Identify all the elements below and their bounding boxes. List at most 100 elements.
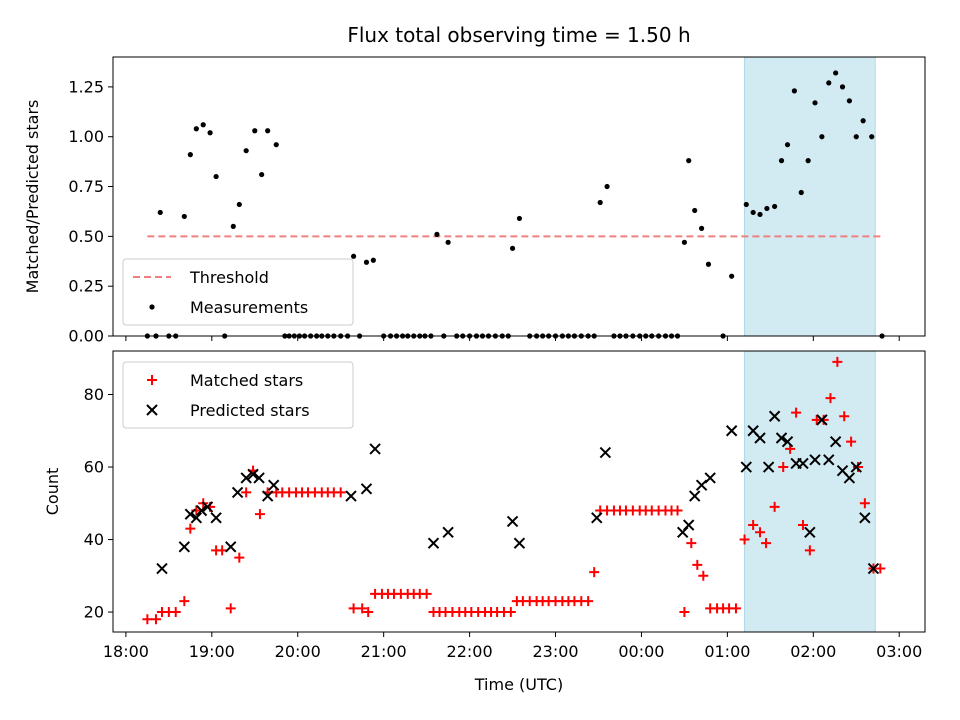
highlight-span xyxy=(744,56,876,337)
predicted-point xyxy=(781,435,794,448)
measurement-point xyxy=(853,134,859,140)
y-tick-label: 1.25 xyxy=(68,77,104,96)
predicted-point xyxy=(231,486,244,499)
measurement-point xyxy=(757,211,763,218)
y-tick-label: 0.50 xyxy=(68,227,104,246)
predicted-point xyxy=(768,410,781,422)
predicted-point xyxy=(804,526,816,538)
measurement-point xyxy=(516,215,523,222)
matched-point xyxy=(363,607,374,618)
matched-point xyxy=(698,570,709,581)
predicted-point xyxy=(843,472,856,484)
matched-point xyxy=(142,614,153,625)
matched-point xyxy=(150,614,161,625)
matched-point xyxy=(348,603,359,614)
matched-point xyxy=(755,527,766,538)
measurement-point xyxy=(273,142,279,148)
predicted-point xyxy=(253,472,265,484)
matched-point xyxy=(505,607,516,618)
measurement-point xyxy=(819,134,825,140)
predicted-point xyxy=(859,512,871,524)
measurement-point xyxy=(259,171,265,178)
x-tick-label: 01:00 xyxy=(704,642,750,661)
measurement-point xyxy=(200,122,206,128)
measurement-point xyxy=(798,189,804,196)
measurement-point xyxy=(207,130,213,136)
measurement-point xyxy=(826,80,832,86)
matched-point xyxy=(179,596,190,607)
ratio-panel: 0.00 0.25 0.50 0.75 1.00 1.25 Matched/Predicte… xyxy=(23,56,926,346)
measurement-point xyxy=(839,84,846,90)
y-tick-label: 1.00 xyxy=(68,127,104,146)
predicted-point xyxy=(725,425,738,437)
predicted-point xyxy=(689,490,701,502)
x-tick-label: 22:00 xyxy=(447,642,493,661)
measurement-point xyxy=(743,201,749,208)
matched-point xyxy=(679,607,690,618)
measurement-point xyxy=(705,261,712,267)
matched-point xyxy=(234,552,245,563)
chart-title: Flux total observing time = 1.50 h xyxy=(347,23,690,47)
matched-point xyxy=(185,523,196,534)
matched-point xyxy=(241,487,252,498)
predicted-point xyxy=(210,512,222,524)
y-tick-label: 20 xyxy=(84,603,104,622)
legend-entry: Matched stars xyxy=(190,371,303,390)
predicted-point xyxy=(201,501,214,513)
predicted-point xyxy=(225,541,237,553)
y-tick-label: 0.25 xyxy=(68,277,104,296)
measurement-point xyxy=(805,158,811,164)
predicted-point xyxy=(754,432,766,444)
measurement-point xyxy=(764,205,770,212)
highlight-span xyxy=(744,350,876,633)
matched-point xyxy=(739,534,750,545)
measurement-point xyxy=(597,199,603,206)
matched-point xyxy=(832,356,843,367)
predicted-point xyxy=(506,515,519,528)
measurement-point xyxy=(509,245,516,251)
matched-point xyxy=(254,509,265,520)
measurement-point xyxy=(860,118,866,124)
matched-point xyxy=(852,462,863,473)
predicted-point xyxy=(190,512,203,524)
x-tick-label: 03:00 xyxy=(876,642,922,661)
matched-point xyxy=(589,567,600,578)
matched-point xyxy=(791,407,802,418)
measurement-point xyxy=(252,128,258,134)
y-axis-label: Matched/Predicted stars xyxy=(23,100,42,294)
measurement-point xyxy=(445,239,451,245)
y-tick-label: 60 xyxy=(84,458,104,477)
y-tick-label: 40 xyxy=(84,530,104,549)
matched-point xyxy=(839,411,850,422)
predicted-point xyxy=(261,490,274,502)
predicted-point xyxy=(247,468,259,480)
predicted-point xyxy=(345,490,357,502)
predicted-point xyxy=(178,541,191,553)
count-panel: 20 40 60 80 18:00 19:00 20:00 21:00 22:00 23:00 00… xyxy=(43,350,926,661)
predicted-point xyxy=(816,414,828,426)
matched-point xyxy=(825,393,836,404)
legend-entry: Measurements xyxy=(190,298,308,317)
x-tick-label: 02:00 xyxy=(790,642,836,661)
legend-box xyxy=(122,258,354,326)
predicted-point xyxy=(427,537,440,549)
predicted-point xyxy=(762,461,775,473)
matched-point xyxy=(335,487,346,498)
x-tick-label: 00:00 xyxy=(618,642,664,661)
measurement-point xyxy=(772,203,778,210)
predicted-point xyxy=(591,512,603,524)
predicted-point xyxy=(829,435,842,448)
x-tick-label: 19:00 xyxy=(189,642,235,661)
x-tick-label: 23:00 xyxy=(532,642,578,661)
measurement-point xyxy=(778,158,785,164)
legend-measurement-swatch xyxy=(149,304,155,310)
x-axis-label: Time (UTC) xyxy=(474,675,563,694)
predicted-point xyxy=(156,562,168,575)
measurement-point xyxy=(236,201,242,208)
measurement-point xyxy=(213,173,219,180)
predicted-point xyxy=(360,483,373,495)
matched-point xyxy=(846,436,857,447)
predicted-point xyxy=(267,479,280,491)
axes-frame xyxy=(112,56,926,337)
matched-point xyxy=(692,559,703,570)
